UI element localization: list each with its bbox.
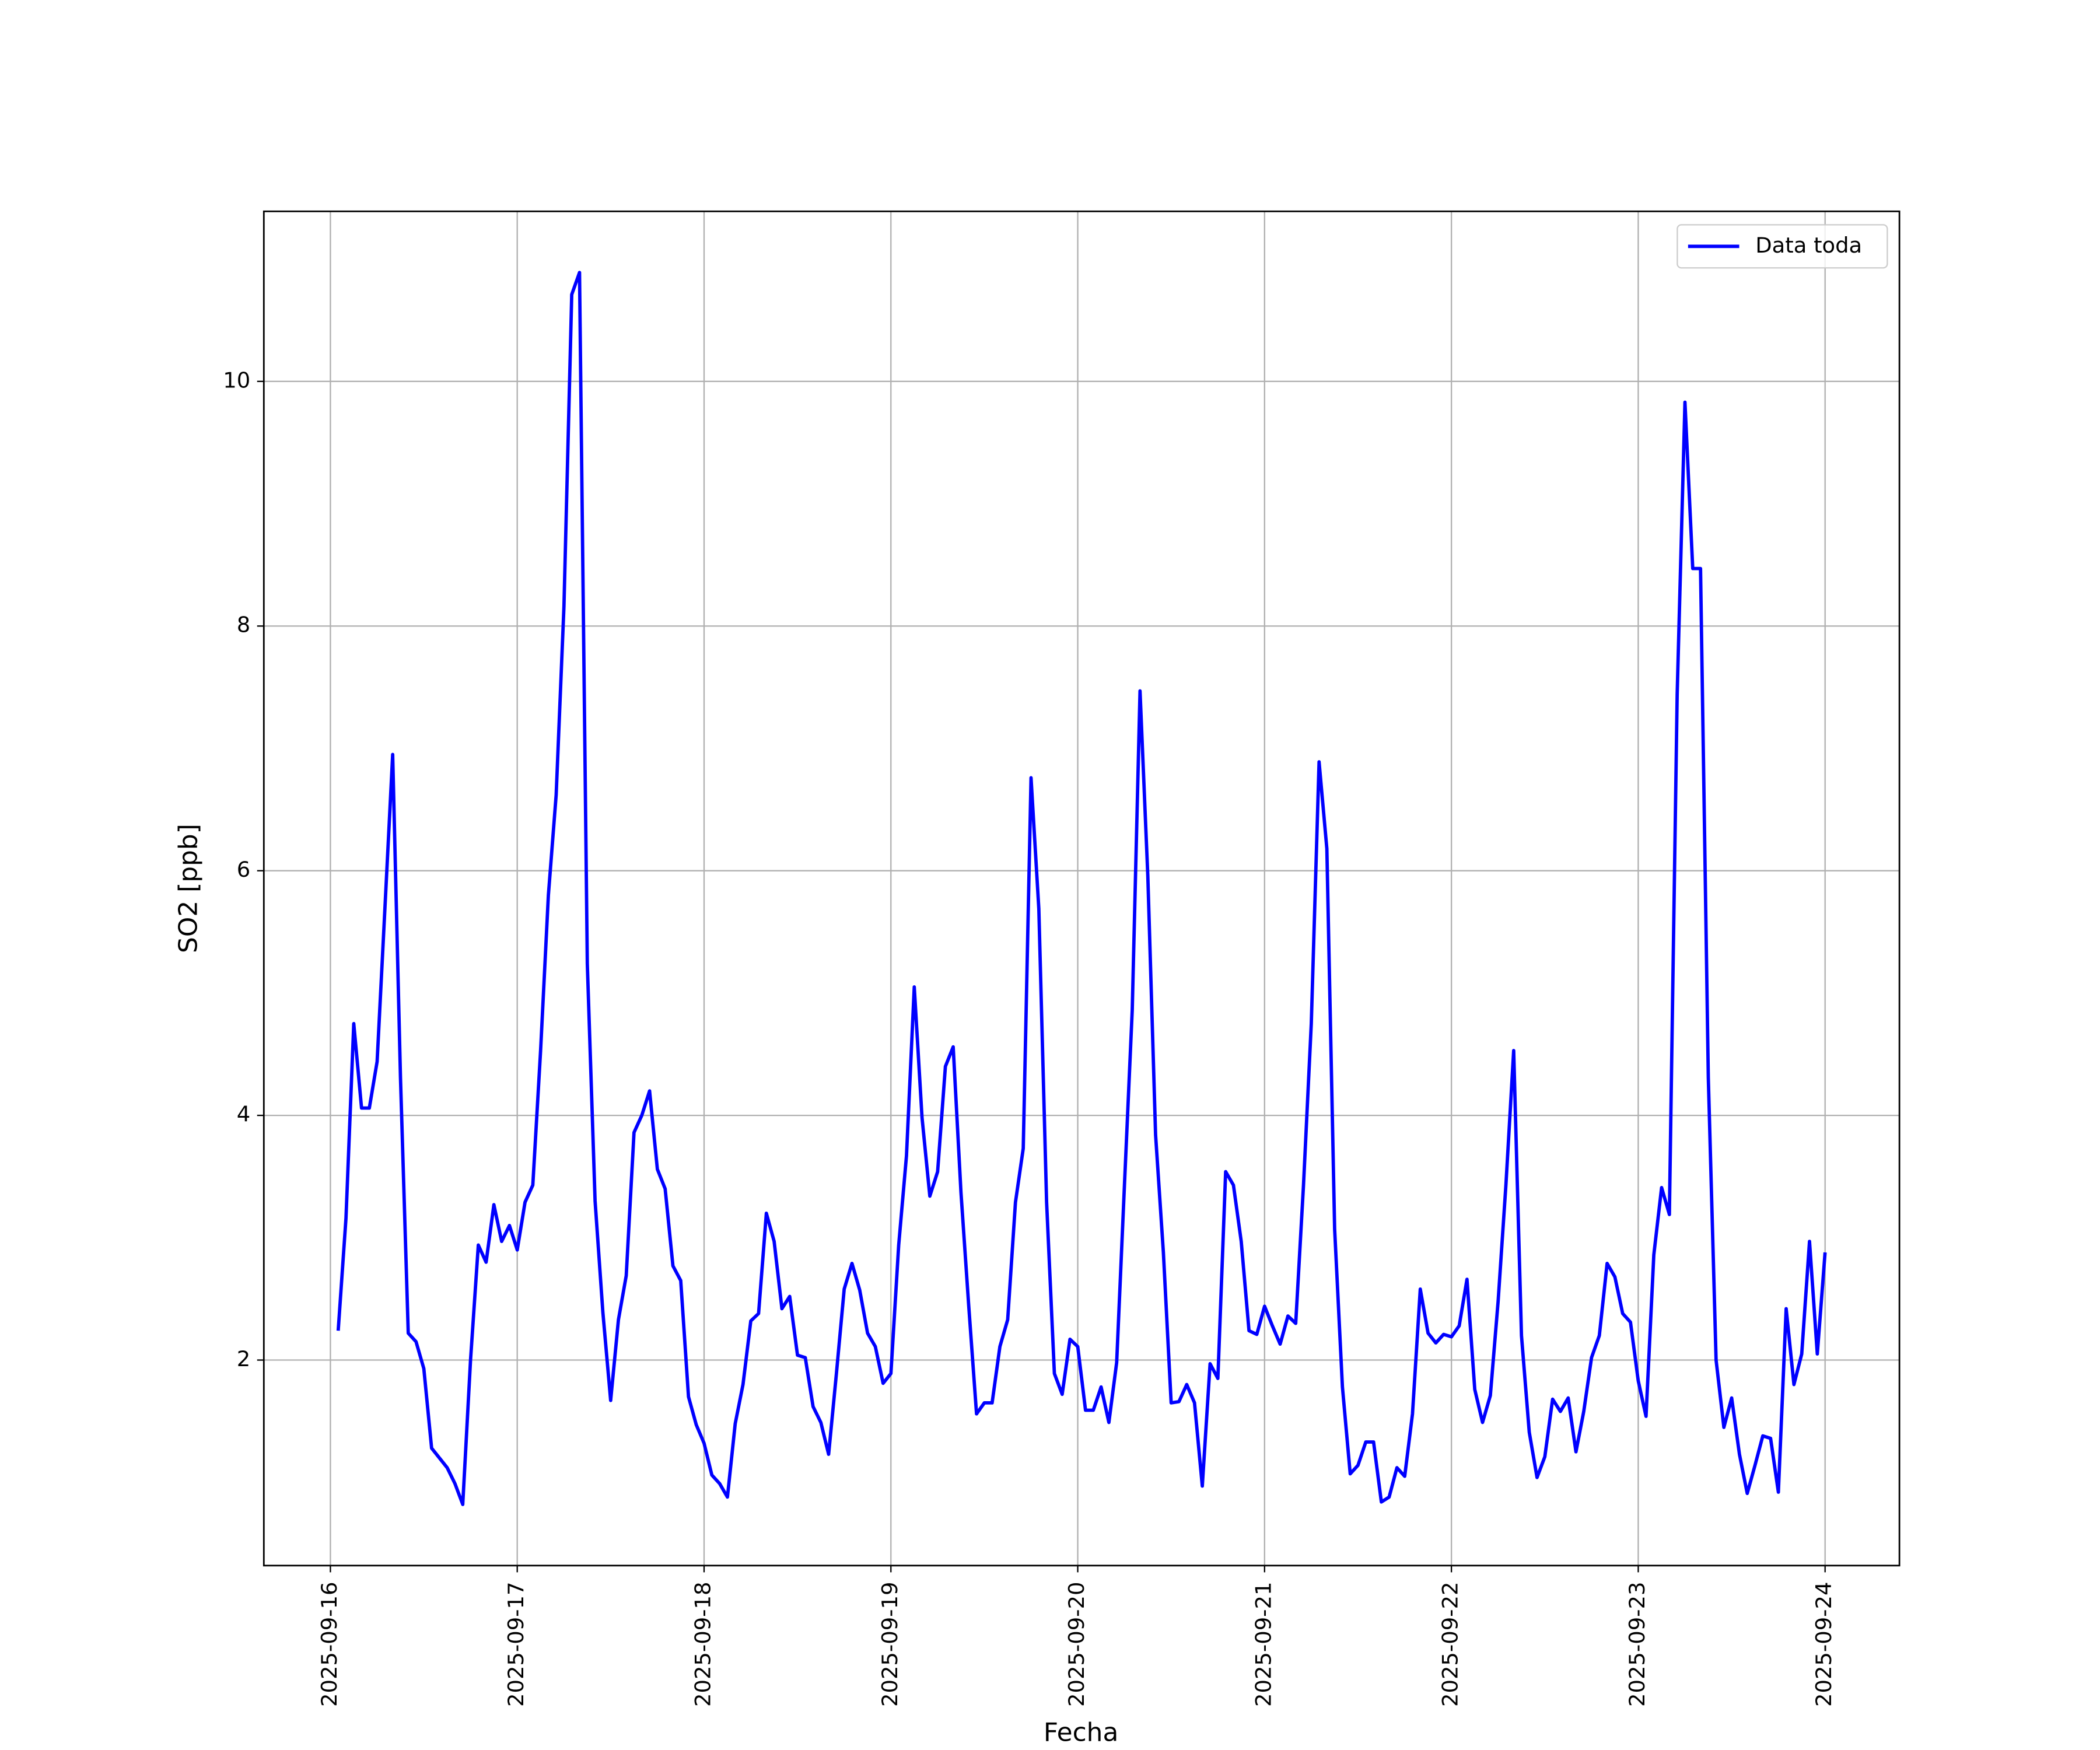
x-tick-label: 2025-09-18 xyxy=(690,1582,715,1707)
y-axis-label: SO2 [ppb] xyxy=(173,824,203,953)
x-tick-label: 2025-09-23 xyxy=(1625,1582,1650,1707)
x-axis-label: Fecha xyxy=(1044,1717,1119,1747)
x-tick-label: 2025-09-24 xyxy=(1811,1582,1836,1707)
y-tick-label: 4 xyxy=(237,1102,250,1127)
plot-frame xyxy=(262,210,1901,1567)
x-tick-label: 2025-09-22 xyxy=(1438,1582,1463,1707)
legend: Data toda xyxy=(1676,224,1888,269)
y-tick-label: 10 xyxy=(223,368,250,393)
y-tick-label: 6 xyxy=(237,857,250,882)
x-tick-label: 2025-09-21 xyxy=(1251,1582,1276,1707)
y-tick-label: 8 xyxy=(237,612,250,638)
legend-label: Data toda xyxy=(1755,233,1862,258)
x-tick-label: 2025-09-17 xyxy=(503,1582,528,1707)
data-line xyxy=(336,271,1827,1506)
x-tick-label: 2025-09-16 xyxy=(317,1582,342,1707)
x-tick-label: 2025-09-19 xyxy=(877,1582,902,1707)
x-tick-label: 2025-09-20 xyxy=(1064,1582,1089,1707)
legend-box xyxy=(1676,224,1888,269)
y-tick-label: 2 xyxy=(237,1346,250,1371)
